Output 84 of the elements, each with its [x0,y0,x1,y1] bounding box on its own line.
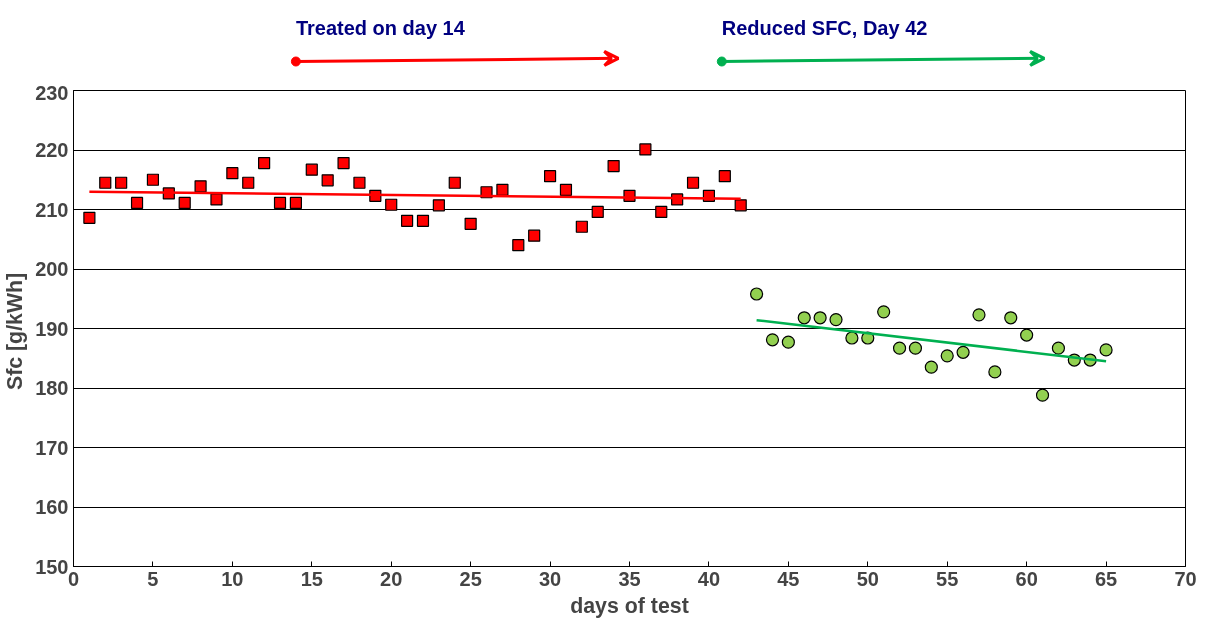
point [194,180,207,193]
point [575,220,588,233]
x-tick-label: 60 [1015,567,1038,590]
point [1099,343,1113,357]
point [528,229,541,242]
x-tick-label: 50 [856,567,879,590]
x-tick-label: 0 [67,567,80,590]
x-tick-label: 45 [777,567,800,590]
point [892,341,907,355]
point [321,174,334,187]
point [273,196,287,210]
x-tick-label: 15 [300,567,323,590]
point [416,214,430,227]
point [385,198,398,211]
x-tick-label: 5 [147,567,159,590]
point [178,196,191,210]
point [226,167,239,180]
point [464,217,477,230]
point [115,176,128,189]
point [432,199,445,212]
point [146,173,160,186]
y-tick-label: 150 [35,555,69,578]
y-tick-label: 190 [35,317,69,340]
point [305,163,318,176]
point [543,170,557,183]
x-tick-label: 35 [618,567,641,590]
y-tick-label: 170 [35,436,69,459]
y-tick-label: 220 [35,139,69,161]
x-tick-label: 30 [538,567,562,590]
text: Reduced SFC, Day 42 [721,16,928,39]
point [749,287,764,301]
point [1035,388,1050,402]
point [353,176,366,189]
point [607,159,620,173]
point [1020,328,1034,342]
x-tick-label: 20 [380,567,403,590]
x-tick-label: 55 [936,567,959,590]
point [448,176,461,189]
point [401,214,414,227]
point [877,305,891,319]
point [845,331,859,345]
y-tick-label: 230 [35,81,69,104]
y-tick-label: 160 [35,496,69,518]
point [559,183,573,196]
point [591,205,604,218]
point [210,193,223,206]
point [718,170,731,183]
x-axis-title: days of test [570,593,689,618]
point [99,176,112,189]
x-tick-label: 65 [1094,567,1118,590]
point [908,341,923,355]
point [1004,311,1018,325]
point [765,333,780,347]
y-tick-label: 200 [35,258,69,280]
x-tick-label: 10 [221,567,244,590]
point [337,156,350,170]
point [639,143,652,156]
point [829,312,843,327]
text: Treated on day 14 [295,16,466,39]
y-tick-label: 210 [35,198,69,221]
x-tick-label: 40 [697,567,721,590]
y-axis-title: Sfc [g/kWh] [3,272,28,391]
point [972,308,986,322]
point [242,176,255,189]
point [734,199,747,212]
point [496,183,509,196]
point [924,360,938,374]
point [940,349,954,363]
point [130,196,144,210]
x-tick-label: 70 [1174,567,1197,590]
point [797,311,811,325]
point [512,239,525,252]
point [956,345,970,359]
point [988,365,1002,379]
x-tick-label: 25 [459,567,482,590]
point [813,311,827,325]
point [258,156,271,170]
point [781,335,795,349]
point [289,196,302,210]
point [83,211,96,224]
point [1051,341,1066,355]
point [686,176,700,189]
point [655,205,668,218]
y-tick-label: 180 [35,377,69,399]
